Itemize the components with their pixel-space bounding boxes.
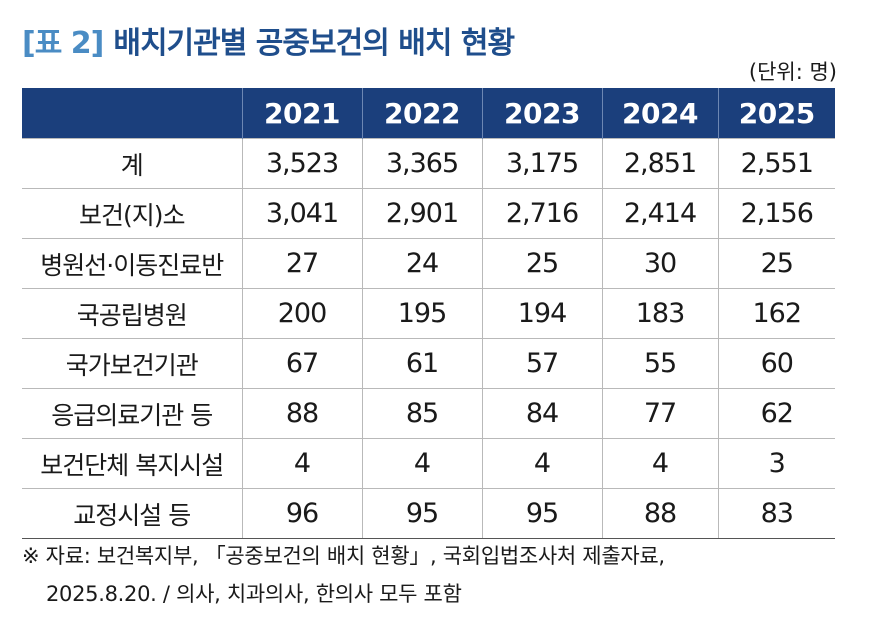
- cell: 2,901: [361, 188, 482, 239]
- row-label: 국공립병원: [22, 288, 242, 339]
- cell: 3,041: [241, 188, 362, 239]
- column-header: 2025: [717, 88, 835, 139]
- cell: 162: [717, 288, 835, 339]
- row-label: 국가보건기관: [22, 338, 242, 389]
- cell: 62: [717, 388, 835, 439]
- cell: 25: [717, 238, 835, 289]
- cell: 3: [717, 438, 835, 489]
- unit-label: (단위: 명): [748, 60, 837, 84]
- column-header: 2023: [481, 88, 602, 139]
- table-row: 보건단체 복지시설 4 4 4 4 3: [22, 438, 835, 489]
- corner-cell: [22, 88, 242, 139]
- row-label: 응급의료기관 등: [22, 388, 242, 439]
- row-label: 보건단체 복지시설: [22, 438, 242, 489]
- column-header: 2024: [601, 88, 718, 139]
- cell: 27: [241, 238, 362, 289]
- table-title: 배치기관별 공중보건의 배치 현황: [113, 26, 515, 61]
- cell: 25: [481, 238, 602, 289]
- cell: 183: [601, 288, 718, 339]
- cell: 77: [601, 388, 718, 439]
- table-row: 국공립병원 200 195 194 183 162: [22, 288, 835, 339]
- row-label: 계: [22, 138, 242, 189]
- cell: 3,365: [361, 138, 482, 189]
- cell: 67: [241, 338, 362, 389]
- row-label: 병원선·이동진료반: [22, 238, 242, 289]
- footnote: ※ 자료: 보건복지부, 「공중보건의 배치 현황」, 국회입법조사처 제출자료…: [22, 544, 665, 568]
- cell: 2,156: [717, 188, 835, 239]
- title: [표 2] 배치기관별 공중보건의 배치 현황: [22, 18, 515, 62]
- cell: 57: [481, 338, 602, 389]
- cell: 55: [601, 338, 718, 389]
- cell: 84: [481, 388, 602, 439]
- cell: 3,523: [241, 138, 362, 189]
- table-row: 교정시설 등 96 95 95 88 83: [22, 488, 835, 539]
- cell: 95: [481, 488, 602, 539]
- cell: 4: [241, 438, 362, 489]
- cell: 194: [481, 288, 602, 339]
- table-row: 병원선·이동진료반 27 24 25 30 25: [22, 238, 835, 289]
- cell: 88: [601, 488, 718, 539]
- cell: 2,414: [601, 188, 718, 239]
- cell: 4: [481, 438, 602, 489]
- cell: 30: [601, 238, 718, 289]
- cell: 83: [717, 488, 835, 539]
- table-row: 보건(지)소 3,041 2,901 2,716 2,414 2,156: [22, 188, 835, 239]
- cell: 95: [361, 488, 482, 539]
- column-header: 2021: [241, 88, 362, 139]
- cell: 2,851: [601, 138, 718, 189]
- cell: 85: [361, 388, 482, 439]
- footnote: 2025.8.20. / 의사, 치과의사, 한의사 모두 포함: [46, 582, 462, 606]
- table-tag: [표 2]: [22, 26, 104, 61]
- cell: 60: [717, 338, 835, 389]
- cell: 2,716: [481, 188, 602, 239]
- cell: 88: [241, 388, 362, 439]
- cell: 4: [601, 438, 718, 489]
- cell: 61: [361, 338, 482, 389]
- table-body: 계 3,523 3,365 3,175 2,851 2,551 보건(지)소 3,041 2,9…: [22, 138, 835, 539]
- table-row: 국가보건기관 67 61 57 55 60: [22, 338, 835, 389]
- cell: 2,551: [717, 138, 835, 189]
- table-row: 계 3,523 3,365 3,175 2,851 2,551: [22, 138, 835, 189]
- cell: 195: [361, 288, 482, 339]
- cell: 4: [361, 438, 482, 489]
- table-row: 응급의료기관 등 88 85 84 77 62: [22, 388, 835, 439]
- row-label: 보건(지)소: [22, 188, 242, 239]
- cell: 96: [241, 488, 362, 539]
- row-label: 교정시설 등: [22, 488, 242, 539]
- cell: 3,175: [481, 138, 602, 189]
- header-row: 2021 2022 2023 2024 2025: [22, 88, 835, 139]
- data-table: 2021 2022 2023 2024 2025 계 3,523 3,365 3,175 2,8…: [22, 88, 835, 539]
- cell: 200: [241, 288, 362, 339]
- column-header: 2022: [361, 88, 482, 139]
- cell: 24: [361, 238, 482, 289]
